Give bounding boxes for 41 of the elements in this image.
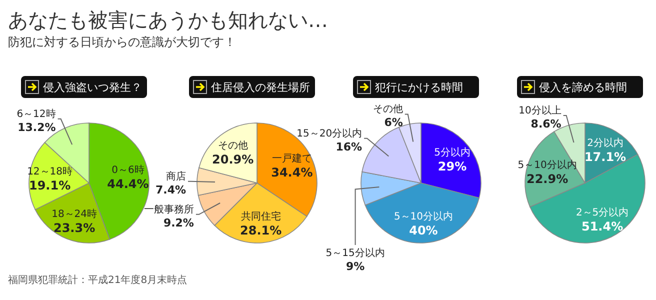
data-label: 29% [438, 160, 467, 174]
data-label: 34.4% [271, 165, 313, 180]
data-label: 7.4% [156, 183, 186, 196]
chart-title: 住居侵入の発生場所 [211, 80, 310, 94]
slice-label: 商店 [166, 170, 186, 182]
slice-label: 共同住宅 [240, 210, 281, 222]
slice-label: その他 [372, 103, 403, 116]
data-label: 17.1% [584, 150, 626, 164]
data-label: 44.4% [107, 177, 149, 192]
slice-label: 6～12時 [16, 108, 56, 120]
data-label: 6% [384, 116, 403, 130]
chart-title: 侵入を諦める時間 [539, 80, 627, 94]
slice-label: 5～15分以内 [326, 247, 385, 259]
slice-label: 2分以内 [587, 136, 624, 149]
text: 防犯に対する日頃からの意識が大切です！ [8, 34, 237, 50]
chart-title: 侵入強盗いつ発生？ [43, 80, 142, 94]
slice-label: 一般事務所 [144, 203, 194, 216]
data-label: 20.9% [212, 152, 254, 167]
slice-label: 5～10分以内 [394, 210, 454, 223]
chart-title: 犯行にかける時間 [375, 80, 463, 94]
data-label: 22.9% [526, 172, 568, 186]
data-label: 8.6% [530, 118, 562, 131]
text: 福岡県犯罪統計：平成21年度8月末時点 [8, 274, 188, 287]
slice-label: 15～20分以内 [296, 127, 362, 140]
slice-label: 10分以上 [518, 104, 562, 117]
slice-label: 0～6時 [112, 164, 144, 176]
slice-label: 5分以内 [434, 146, 470, 159]
data-label: 9% [346, 260, 365, 273]
slice-label: 2～5分以内 [576, 206, 629, 219]
slice-label: その他 [218, 140, 248, 152]
slice-label: 一戸建て [272, 152, 312, 164]
data-label: 16% [336, 140, 362, 154]
data-label: 9.2% [163, 216, 194, 230]
slice-label: 18～24時 [52, 208, 98, 220]
data-label: 28.1% [240, 223, 282, 238]
data-label: 23.3% [53, 220, 96, 235]
data-label: 19.1% [28, 178, 71, 192]
data-label: 13.2% [18, 120, 56, 134]
data-label: 51.4% [581, 220, 624, 234]
text: あなたも被害にあうかも知れない… [8, 8, 329, 32]
data-label: 40% [409, 224, 438, 238]
